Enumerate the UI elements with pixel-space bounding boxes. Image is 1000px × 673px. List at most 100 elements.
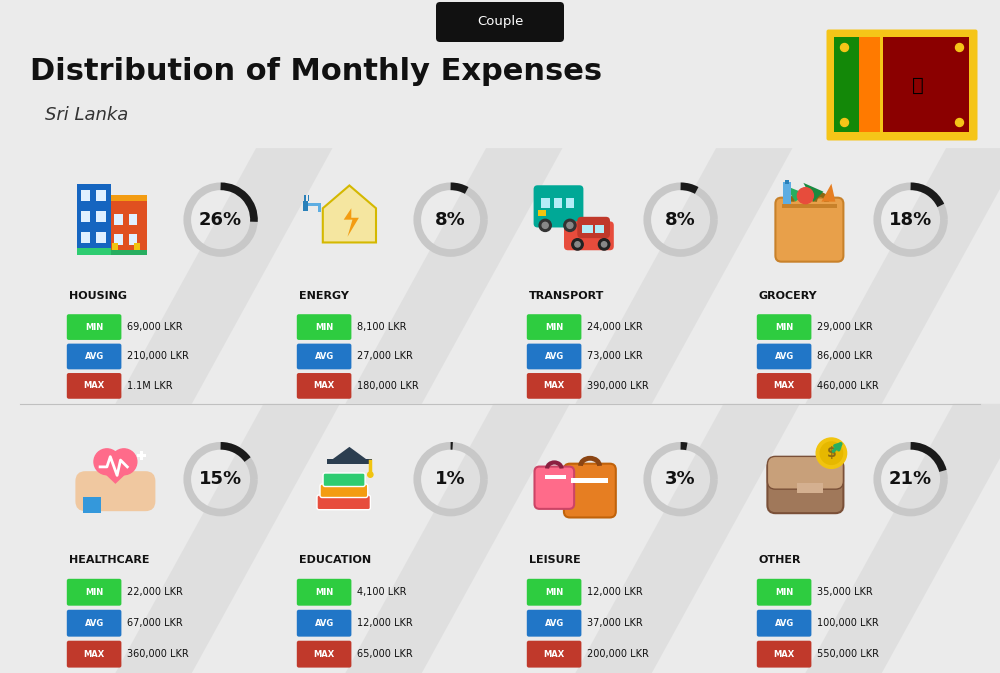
- FancyBboxPatch shape: [67, 641, 121, 668]
- Text: 15%: 15%: [199, 470, 242, 488]
- Text: 26%: 26%: [199, 211, 242, 229]
- FancyBboxPatch shape: [757, 641, 811, 668]
- FancyBboxPatch shape: [577, 217, 610, 238]
- Polygon shape: [805, 148, 1000, 404]
- Text: Couple: Couple: [477, 15, 523, 28]
- Polygon shape: [575, 148, 793, 404]
- Text: 1%: 1%: [435, 470, 466, 488]
- FancyBboxPatch shape: [297, 610, 351, 637]
- Text: 390,000 LKR: 390,000 LKR: [587, 381, 649, 391]
- FancyBboxPatch shape: [527, 373, 581, 399]
- Text: 12,000 LKR: 12,000 LKR: [587, 588, 643, 597]
- Text: 8%: 8%: [435, 211, 466, 229]
- Circle shape: [347, 457, 352, 462]
- Text: $: $: [827, 446, 836, 460]
- Bar: [83, 497, 101, 513]
- Bar: [111, 201, 147, 255]
- Bar: [834, 38, 969, 133]
- Circle shape: [94, 449, 120, 474]
- Text: 100,000 LKR: 100,000 LKR: [817, 618, 879, 628]
- Text: 65,000 LKR: 65,000 LKR: [357, 649, 413, 659]
- Bar: [880, 38, 883, 133]
- Text: AVG: AVG: [314, 618, 334, 628]
- Text: EDUCATION: EDUCATION: [299, 555, 371, 565]
- Text: AVG: AVG: [774, 352, 794, 361]
- Text: HOUSING: HOUSING: [69, 291, 127, 302]
- FancyBboxPatch shape: [757, 610, 811, 637]
- Text: AVG: AVG: [774, 618, 794, 628]
- FancyBboxPatch shape: [757, 579, 811, 606]
- Bar: [96, 211, 106, 222]
- Text: AVG: AVG: [84, 352, 104, 361]
- Circle shape: [820, 442, 843, 464]
- Polygon shape: [94, 464, 137, 484]
- Text: 360,000 LKR: 360,000 LKR: [127, 649, 189, 659]
- Text: 37,000 LKR: 37,000 LKR: [587, 618, 643, 628]
- Text: LEISURE: LEISURE: [529, 555, 581, 565]
- Bar: [782, 204, 837, 209]
- Bar: [538, 210, 546, 216]
- FancyBboxPatch shape: [826, 30, 977, 141]
- Bar: [783, 182, 791, 205]
- Bar: [797, 483, 823, 493]
- Text: MIN: MIN: [315, 322, 333, 332]
- Text: MIN: MIN: [85, 322, 103, 332]
- Polygon shape: [345, 404, 570, 673]
- FancyBboxPatch shape: [757, 344, 811, 369]
- Circle shape: [542, 222, 548, 228]
- Bar: [834, 38, 859, 133]
- Polygon shape: [345, 148, 563, 404]
- Circle shape: [539, 219, 551, 232]
- FancyBboxPatch shape: [775, 198, 843, 262]
- FancyBboxPatch shape: [564, 221, 614, 250]
- Polygon shape: [821, 184, 835, 202]
- Circle shape: [564, 219, 576, 232]
- Text: 550,000 LKR: 550,000 LKR: [817, 649, 879, 659]
- Text: MAX: MAX: [83, 649, 105, 659]
- Bar: [96, 190, 106, 201]
- Polygon shape: [323, 186, 376, 242]
- FancyBboxPatch shape: [527, 641, 581, 668]
- Bar: [134, 243, 140, 255]
- Circle shape: [955, 118, 963, 127]
- Text: AVG: AVG: [314, 352, 334, 361]
- Bar: [129, 214, 137, 225]
- FancyBboxPatch shape: [527, 344, 581, 369]
- Polygon shape: [115, 404, 340, 673]
- Bar: [137, 454, 146, 457]
- Text: 29,000 LKR: 29,000 LKR: [817, 322, 873, 332]
- Text: 4,100 LKR: 4,100 LKR: [357, 588, 407, 597]
- Text: MAX: MAX: [543, 382, 565, 390]
- Text: Sri Lanka: Sri Lanka: [45, 106, 128, 124]
- Polygon shape: [344, 208, 359, 237]
- FancyBboxPatch shape: [767, 456, 843, 489]
- Text: 22,000 LKR: 22,000 LKR: [127, 588, 183, 597]
- Text: Distribution of Monthly Expenses: Distribution of Monthly Expenses: [30, 57, 602, 87]
- Bar: [77, 248, 111, 255]
- Circle shape: [598, 239, 610, 250]
- FancyBboxPatch shape: [320, 484, 368, 497]
- Text: TRANSPORT: TRANSPORT: [529, 291, 604, 302]
- FancyBboxPatch shape: [757, 314, 811, 340]
- Circle shape: [797, 188, 813, 204]
- Bar: [303, 201, 308, 211]
- Polygon shape: [805, 404, 1000, 673]
- Bar: [859, 38, 883, 133]
- FancyBboxPatch shape: [757, 373, 811, 399]
- Text: MAX: MAX: [543, 649, 565, 659]
- Text: OTHER: OTHER: [759, 555, 801, 565]
- Text: AVG: AVG: [544, 352, 564, 361]
- Text: 200,000 LKR: 200,000 LKR: [587, 649, 649, 659]
- Bar: [114, 214, 123, 225]
- Bar: [595, 225, 604, 233]
- Bar: [129, 234, 137, 245]
- Bar: [77, 184, 111, 255]
- FancyBboxPatch shape: [297, 314, 351, 340]
- FancyBboxPatch shape: [564, 464, 616, 518]
- Bar: [318, 203, 321, 212]
- Text: MIN: MIN: [775, 322, 793, 332]
- Text: 12,000 LKR: 12,000 LKR: [357, 618, 413, 628]
- Polygon shape: [332, 447, 366, 460]
- Text: 18%: 18%: [889, 211, 932, 229]
- Bar: [566, 198, 574, 208]
